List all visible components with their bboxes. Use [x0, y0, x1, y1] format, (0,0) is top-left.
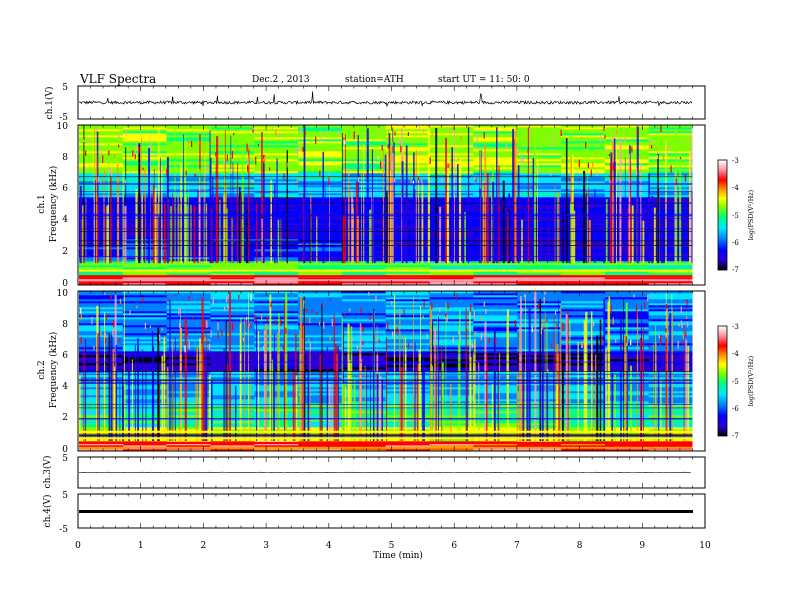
ch4-waveform-panel: 5 -5 ch.4(V) — [42, 491, 706, 535]
time-tick-label: 7 — [514, 541, 520, 551]
ch1-colorbar-label: log(PSD(V²/Hz) — [747, 189, 755, 240]
ch2-cb-tick-m4: -4 — [732, 350, 739, 358]
time-tick-label: 3 — [263, 541, 269, 551]
ch1-cb-tick-m6: -6 — [732, 239, 739, 247]
ch4-ytick-top: 5 — [62, 491, 68, 501]
ch1-freq-tick-4: 4 — [62, 215, 68, 225]
ch1-ytick-top: 5 — [62, 83, 68, 93]
ch1-freq-tick-8: 8 — [62, 153, 68, 163]
ch1-spectrogram-panel: 10 8 6 4 2 0 ch.1 Frequency (kHz) -3 -4 … — [37, 122, 755, 289]
ch1-cb-tick-m3: -3 — [732, 157, 739, 165]
ch1-ytick-bottom: -5 — [59, 113, 68, 123]
ch4-ytick-bottom: -5 — [59, 525, 68, 535]
time-tick-label: 10 — [699, 541, 711, 551]
ch2-spectrogram-image — [78, 291, 705, 452]
ch2-spectrogram-panel: 10 8 6 4 2 0 ch.2 Frequency (kHz) -3 -4 … — [37, 289, 755, 455]
time-tick-label: 0 — [75, 541, 81, 551]
ch2-freq-tick-6: 6 — [62, 351, 68, 361]
time-axis: 0 1 2 3 4 5 6 7 8 9 10 — [75, 541, 711, 551]
time-tick-label: 8 — [577, 541, 583, 551]
ch2-freq-tick-8: 8 — [62, 320, 68, 330]
ch1-channel-label: ch.1 — [37, 194, 47, 213]
ch1-ylabel: ch.1(V) — [44, 87, 55, 120]
ch1-freq-tick-2: 2 — [62, 247, 68, 257]
time-tick-label: 5 — [389, 541, 395, 551]
ch2-colorbar — [718, 326, 727, 436]
ch1-waveform-panel: 5 -5 ch.1(V) — [44, 83, 706, 123]
ch1-colorbar — [718, 160, 727, 270]
ch4-waveform-line — [79, 510, 693, 513]
date-label: Dec.2 , 2013 — [252, 75, 310, 85]
time-tick-label: 9 — [639, 541, 645, 551]
time-tick-label: 1 — [138, 541, 144, 551]
time-axis-label: Time (min) — [373, 550, 423, 561]
ch1-spectrogram-image — [78, 125, 705, 286]
ch2-freq-label: Frequency (kHz) — [48, 332, 59, 409]
ch3-waveform-line — [78, 471, 692, 474]
ch3-ytick-top: 5 — [62, 454, 68, 464]
ch1-freq-tick-10: 10 — [57, 122, 69, 132]
ch1-cb-tick-m4: -4 — [732, 184, 739, 192]
ch2-colorbar-label: log(PSD(V²/Hz) — [747, 355, 755, 406]
ch2-freq-tick-0: 0 — [62, 445, 68, 455]
ch2-cb-tick-m6: -6 — [732, 405, 739, 413]
station-label: station=ATH — [345, 75, 404, 85]
time-tick-label: 6 — [451, 541, 457, 551]
ch2-cb-tick-m5: -5 — [732, 378, 739, 386]
x-tick-marks — [77, 86, 706, 528]
ch1-waveform-line — [78, 91, 693, 108]
ch2-freq-tick-10: 10 — [57, 289, 69, 299]
time-tick-label: 2 — [201, 541, 207, 551]
ch1-freq-tick-6: 6 — [62, 184, 68, 194]
start-time-label: start UT = 11: 50: 0 — [438, 75, 530, 85]
ch2-freq-tick-4: 4 — [62, 382, 68, 392]
ch4-ylabel: ch.4(V) — [42, 495, 53, 528]
plot-title: VLF Spectra — [80, 72, 157, 86]
ch2-cb-tick-m7: -7 — [732, 432, 739, 440]
time-tick-label: 4 — [326, 541, 332, 551]
ch1-freq-label: Frequency (kHz) — [48, 166, 59, 243]
ch1-freq-tick-0: 0 — [62, 279, 68, 289]
ch2-cb-tick-m3: -3 — [732, 323, 739, 331]
ch3-ylabel: ch.3(V) — [42, 456, 53, 489]
ch2-freq-tick-2: 2 — [62, 413, 68, 423]
ch2-channel-label: ch.2 — [37, 360, 47, 379]
ch3-waveform-panel: 5 ch.3(V) — [42, 454, 706, 489]
ch1-cb-tick-m7: -7 — [732, 266, 739, 274]
ch1-cb-tick-m5: -5 — [732, 212, 739, 220]
